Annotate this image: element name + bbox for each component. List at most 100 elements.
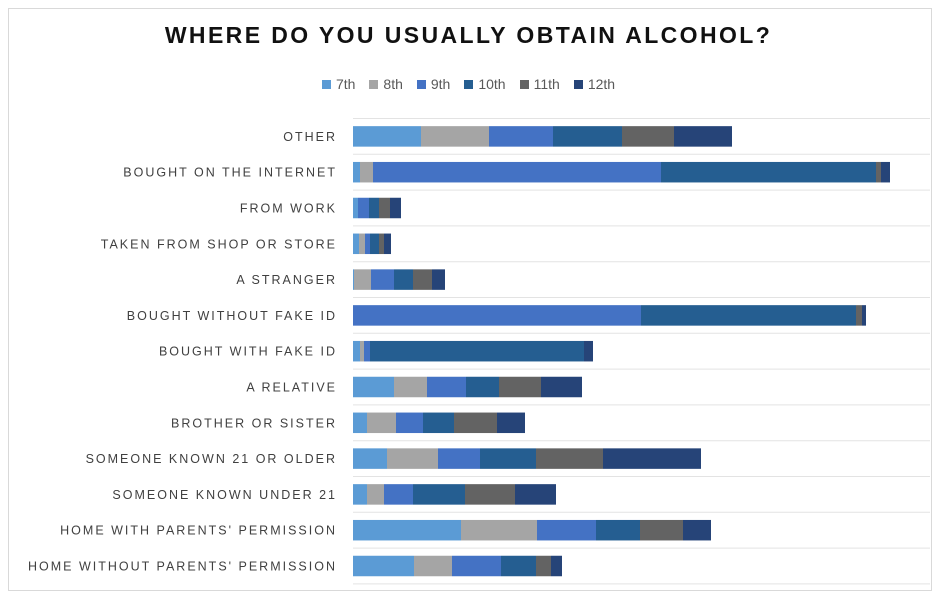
bar-segment-9th: [427, 376, 466, 398]
bar-segment-11th: [876, 161, 881, 183]
legend-swatch: [519, 79, 529, 89]
bar-segment-12th: [497, 412, 525, 434]
bar-segment-7th: [353, 197, 358, 219]
bar-segment-10th: [466, 376, 499, 398]
bar-segment-11th: [454, 412, 497, 434]
bar-segment-12th: [862, 305, 866, 326]
category-label: A RELATIVE: [246, 381, 337, 395]
bar-segment-9th: [438, 448, 480, 469]
category-label: SOMEONE KNOWN UNDER 21: [112, 488, 337, 502]
bar-segment-10th: [596, 519, 640, 541]
bar-segment-9th: [384, 484, 413, 505]
bar-segment-10th: [423, 412, 454, 434]
legend: 7th 8th 9th 10th 11th 12th: [0, 76, 937, 92]
bar-segment-8th: [387, 448, 438, 469]
bar-segment-12th: [881, 161, 890, 183]
bar-segment-9th: [537, 519, 596, 541]
bar-segment-11th: [536, 555, 551, 577]
bar-segment-12th: [551, 555, 562, 577]
legend-swatch: [573, 79, 583, 89]
legend-item-7th: 7th: [321, 76, 355, 92]
bar-segment-7th: [353, 376, 394, 398]
bar-segment-12th: [541, 376, 582, 398]
bar-segment-12th: [603, 448, 701, 469]
bar-segment-9th: [489, 126, 553, 147]
legend-label: 10th: [478, 76, 506, 92]
bar-segment-10th: [413, 484, 465, 505]
legend-item-12th: 12th: [573, 76, 616, 92]
legend-item-10th: 10th: [464, 76, 506, 92]
bar-segment-7th: [353, 161, 360, 183]
bar-segment-9th: [358, 197, 369, 219]
bar-segment-10th: [369, 197, 379, 219]
bar-segment-10th: [480, 448, 536, 469]
bar-segment-12th: [432, 269, 445, 290]
legend-item-8th: 8th: [369, 76, 403, 92]
legend-label: 9th: [430, 76, 451, 92]
bar-segment-9th: [452, 555, 501, 577]
bar-segment-9th: [353, 305, 641, 326]
bar-segment-11th: [640, 519, 683, 541]
bar-segment-8th: [461, 519, 537, 541]
legend-swatch: [321, 79, 331, 89]
legend-swatch: [369, 79, 379, 89]
category-label: TAKEN FROM SHOP OR STORE: [101, 237, 337, 251]
bar-segment-11th: [465, 484, 515, 505]
bar-segment-7th: [353, 484, 367, 505]
bar-segment-11th: [413, 269, 432, 290]
bar-segment-9th: [373, 161, 661, 183]
legend-item-9th: 9th: [416, 76, 451, 92]
legend-swatch: [464, 79, 474, 89]
category-label: FROM WORK: [240, 202, 337, 216]
legend-item-11th: 11th: [519, 76, 560, 92]
category-label: BOUGHT WITHOUT FAKE ID: [127, 309, 337, 323]
bar-segment-7th: [353, 555, 414, 577]
bar-segment-11th: [379, 233, 384, 255]
legend-label: 12th: [587, 76, 616, 92]
category-label: BOUGHT ON THE INTERNET: [123, 166, 337, 180]
bar-segment-12th: [384, 233, 391, 255]
legend-label: 8th: [383, 76, 403, 92]
bar-segment-8th: [360, 161, 373, 183]
bar-segment-7th: [353, 340, 360, 362]
chart-title: WHERE DO YOU USUALLY OBTAIN ALCOHOL?: [164, 22, 773, 48]
category-label: HOME WITH PARENTS' PERMISSION: [60, 524, 337, 538]
bar-segment-12th: [515, 484, 556, 505]
category-label: OTHER: [283, 130, 337, 144]
category-label: BOUGHT WITH FAKE ID: [159, 345, 337, 359]
bar-segment-8th: [421, 126, 489, 147]
bar-segment-10th: [394, 269, 413, 290]
bar-segment-8th: [354, 269, 371, 290]
bar-segment-10th: [641, 305, 856, 326]
bar-segment-12th: [683, 519, 711, 541]
bar-segment-9th: [396, 412, 423, 434]
bar-segment-11th: [856, 305, 862, 326]
legend-label: 11th: [533, 76, 560, 92]
bar-segment-7th: [353, 269, 354, 290]
bar-segment-8th: [359, 233, 365, 255]
bar-segment-11th: [536, 448, 603, 469]
category-label: SOMEONE KNOWN 21 OR OLDER: [86, 452, 337, 466]
bar-segment-10th: [501, 555, 536, 577]
bar-segment-9th: [365, 233, 370, 255]
bar-segment-12th: [674, 126, 732, 147]
bar-segment-11th: [379, 197, 390, 219]
category-label: BROTHER OR SISTER: [171, 416, 337, 430]
bar-segment-7th: [353, 233, 359, 255]
bar-segment-9th: [364, 340, 370, 362]
bar-segment-12th: [390, 197, 401, 219]
bar-segment-7th: [353, 519, 461, 541]
bar-segment-8th: [360, 340, 364, 362]
bar-segment-7th: [353, 412, 367, 434]
bar-segment-7th: [353, 448, 387, 469]
bar-segment-10th: [370, 233, 379, 255]
legend-swatch: [416, 79, 426, 89]
bar-segment-8th: [367, 412, 396, 434]
bar-segment-11th: [499, 376, 541, 398]
bar-segment-10th: [661, 161, 876, 183]
bar-segment-8th: [394, 376, 427, 398]
bar-segment-12th: [584, 340, 593, 362]
bar-segment-10th: [370, 340, 584, 362]
bar-segment-9th: [371, 269, 394, 290]
